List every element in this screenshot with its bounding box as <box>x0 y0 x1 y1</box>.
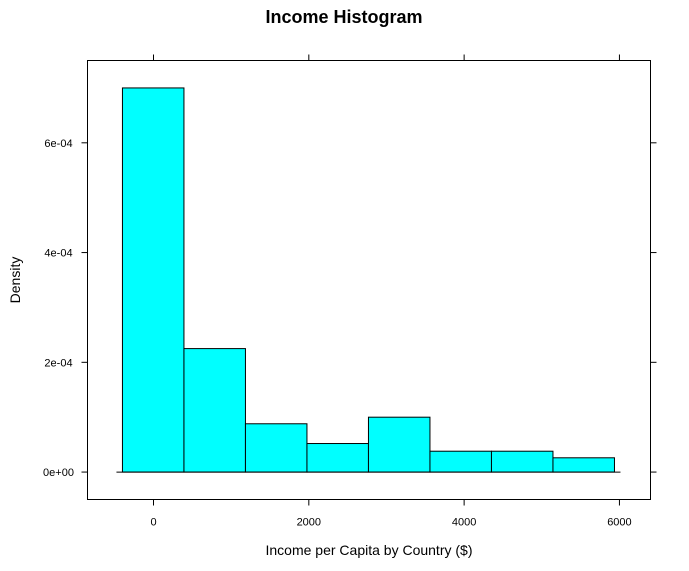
x-tick-label: 2000 <box>297 517 321 529</box>
y-tick-label: 6e-04 <box>44 138 72 150</box>
y-tick-label: 0e+00 <box>43 467 74 479</box>
histogram-bar <box>306 443 369 473</box>
plot-frame <box>87 60 651 500</box>
histogram-bar <box>552 457 615 473</box>
y-tick-label: 4e-04 <box>44 248 72 260</box>
x-tick-label: 6000 <box>607 517 631 529</box>
ticks-group: 0 2000 4000 6000 0e+00 2e-04 4e-04 6e-04 <box>43 54 657 529</box>
chart-title: Income Histogram <box>265 7 422 27</box>
x-tick-label: 4000 <box>452 517 476 529</box>
y-axis-label: Density <box>7 257 23 304</box>
y-tick-label: 2e-04 <box>44 357 72 369</box>
histogram-bar <box>429 450 492 473</box>
histogram-bar <box>490 450 554 473</box>
x-tick-label: 0 <box>150 517 156 529</box>
histogram-bar <box>367 416 431 473</box>
x-axis-label: Income per Capita by Country ($) <box>266 542 473 558</box>
histogram-bar <box>244 423 308 473</box>
histogram-bar <box>183 348 246 473</box>
bars-group <box>121 87 615 473</box>
histogram-bar <box>121 87 185 473</box>
